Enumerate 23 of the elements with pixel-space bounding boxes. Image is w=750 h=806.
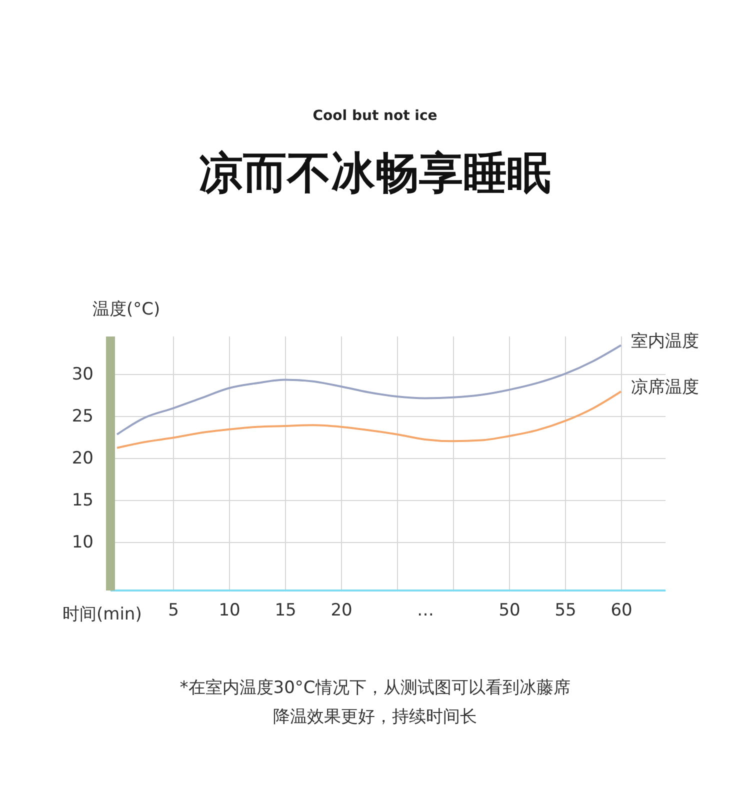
y-tick-label: 25 — [72, 406, 94, 426]
x-tick-label: 50 — [498, 600, 520, 620]
text: 降温效果更好，持续时间长 — [273, 707, 477, 727]
series-label: 室内温度 — [631, 331, 699, 352]
x-tick-label: 60 — [610, 600, 632, 620]
y-axis-title: 温度(°C) — [92, 300, 160, 320]
y-tick-label: 10 — [72, 532, 94, 553]
x-tick-label: 20 — [330, 600, 352, 620]
x-axis-title: 时间(min) — [62, 604, 142, 624]
x-tick-label: 15 — [274, 600, 296, 620]
line-series — [116, 390, 622, 449]
series-label: 凉席温度 — [631, 378, 699, 398]
y-tick-label: 30 — [72, 364, 94, 384]
x-tick-label: 10 — [218, 600, 240, 620]
y-tick-label: 20 — [72, 448, 94, 468]
line-series — [116, 344, 622, 436]
chart-title: 凉而不冰畅享睡眠 — [199, 148, 551, 199]
x-tick-label: 5 — [168, 600, 179, 620]
chart-subtitle: Cool but not ice — [312, 108, 438, 124]
y-tick-label: 15 — [72, 490, 94, 511]
x-tick-label: 55 — [554, 600, 576, 620]
text: *在室内温度30°C情况下，从测试图可以看到冰藤席 — [180, 678, 570, 698]
x-tick-label: … — [417, 600, 434, 620]
